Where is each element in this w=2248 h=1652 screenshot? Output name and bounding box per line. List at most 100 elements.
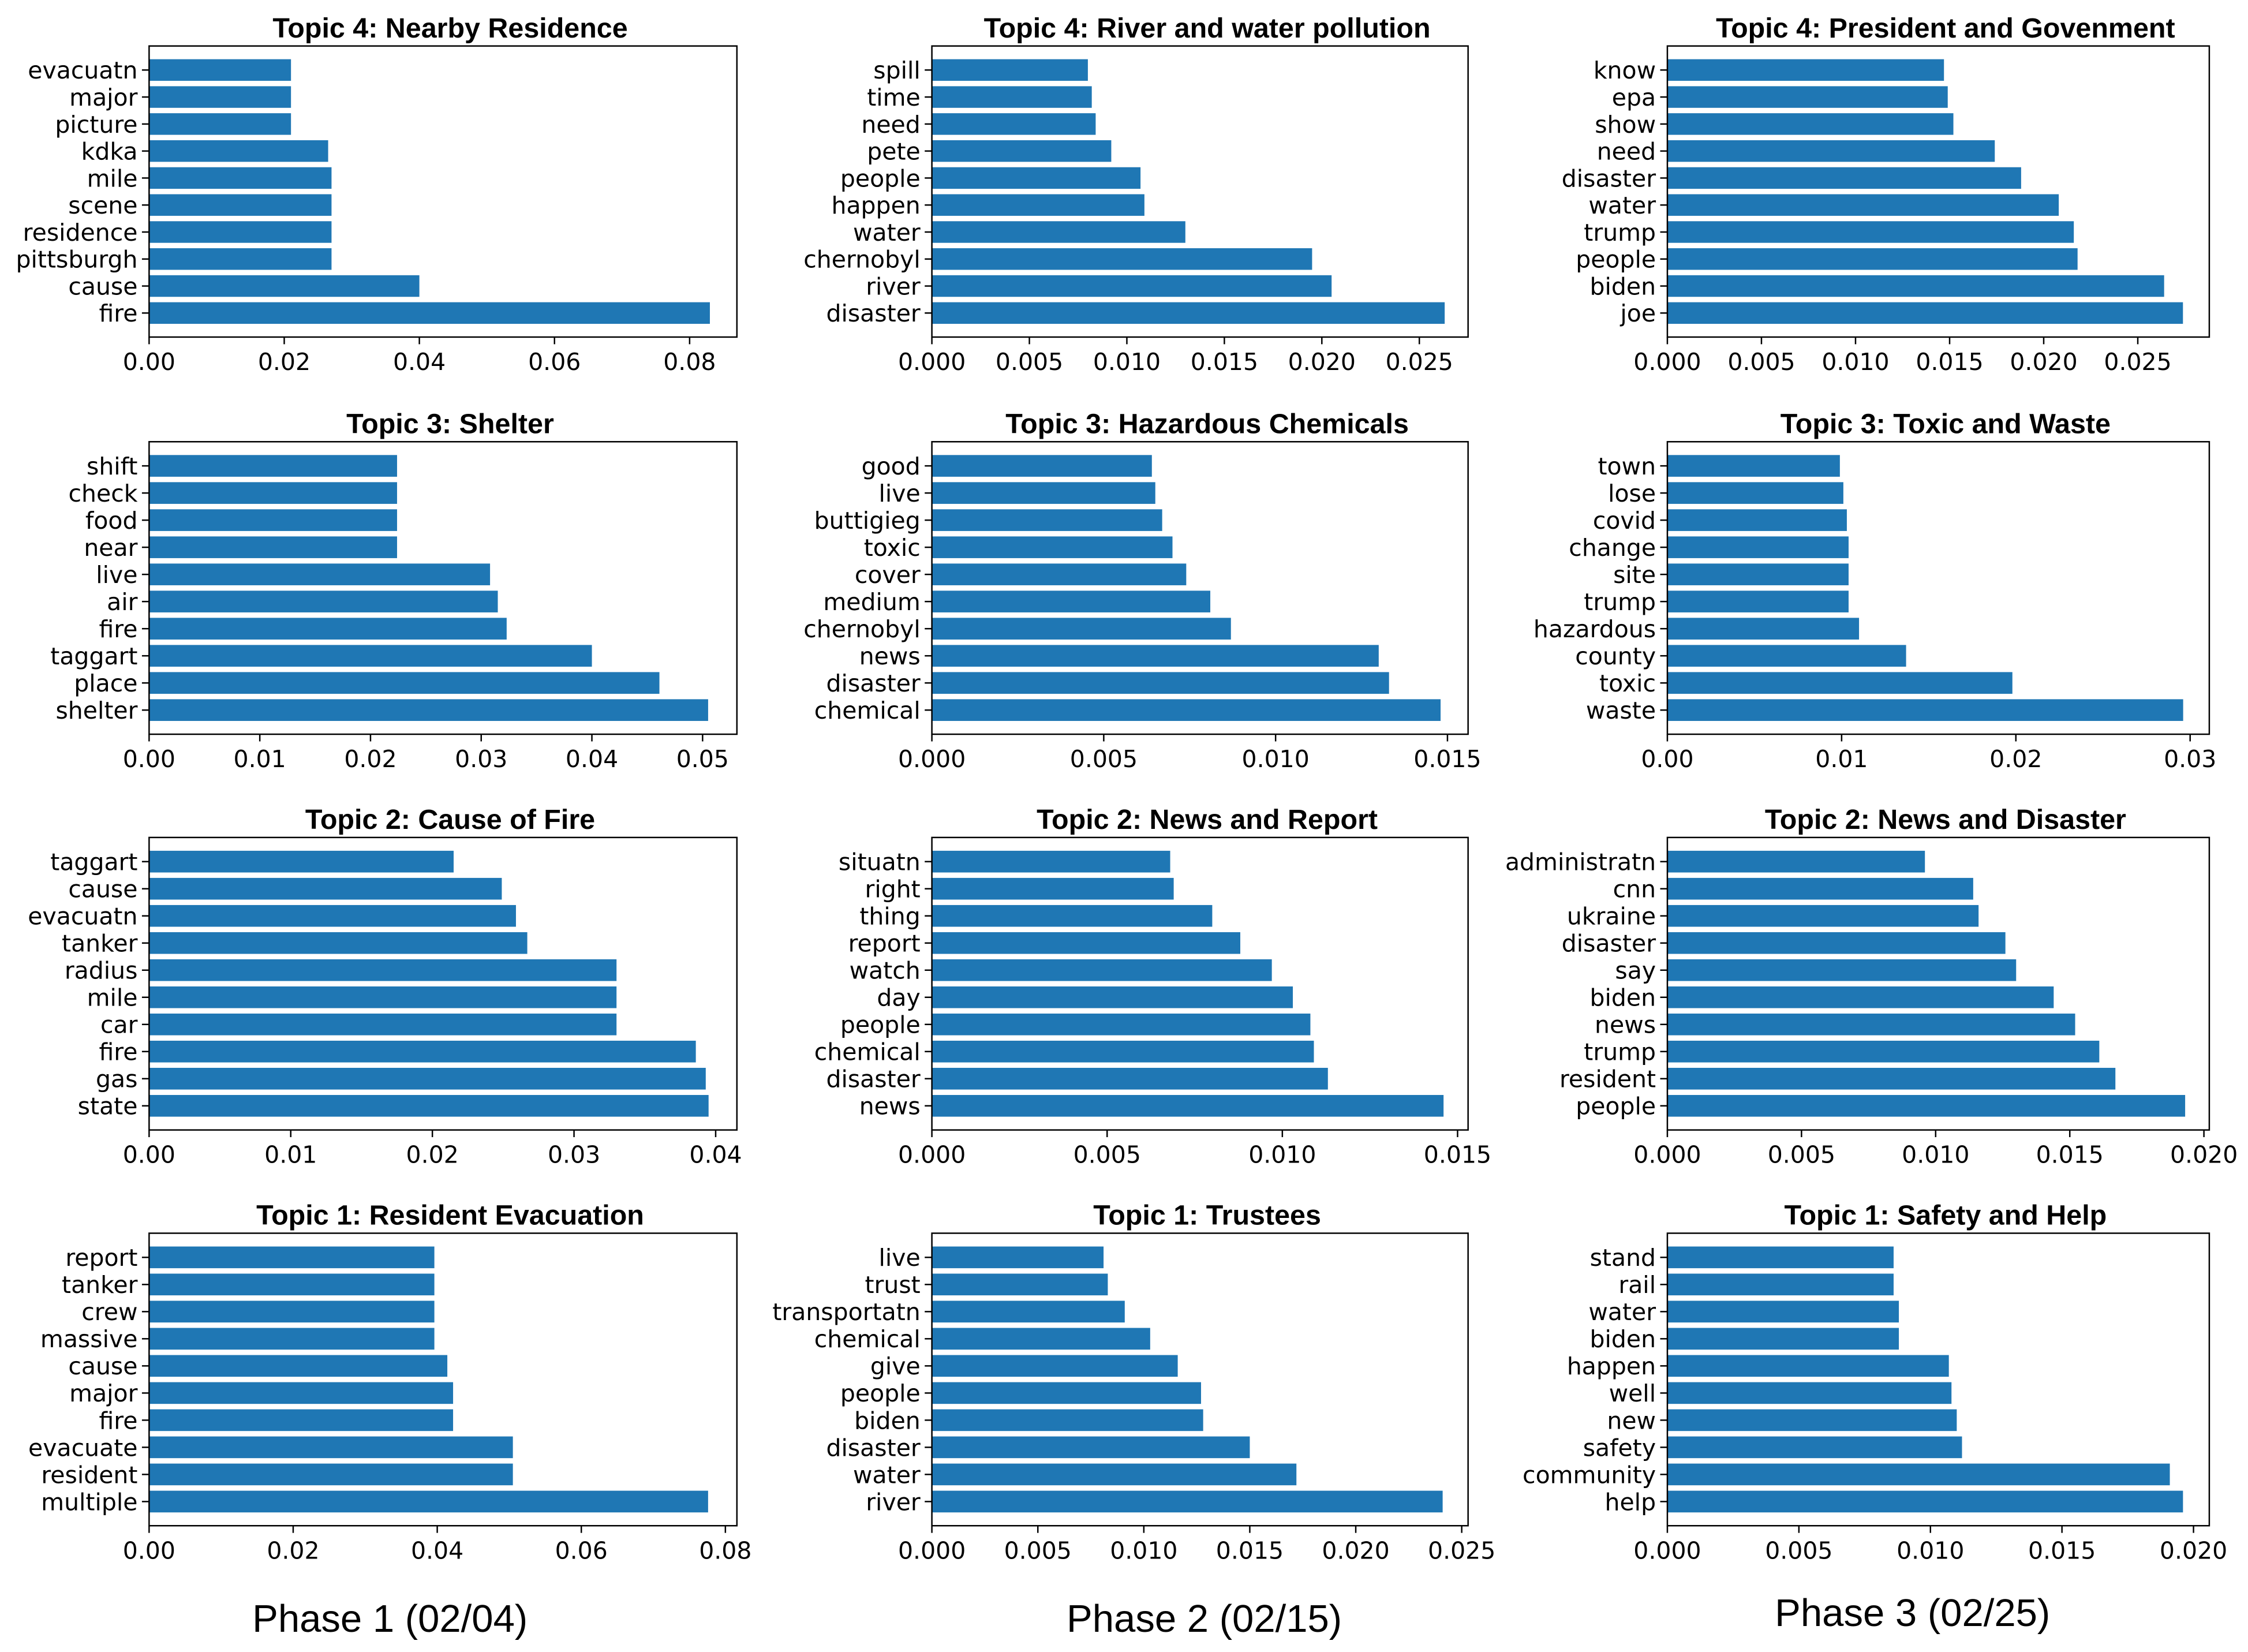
y-tick-label: biden bbox=[1590, 1325, 1656, 1353]
y-tick-label: site bbox=[1613, 561, 1656, 589]
y-tick-label: people bbox=[840, 165, 921, 192]
bar bbox=[932, 877, 1174, 900]
y-tick-label: good bbox=[862, 453, 921, 480]
y-tick-label: trust bbox=[865, 1271, 920, 1299]
bar bbox=[149, 932, 528, 954]
bar bbox=[1667, 1436, 1962, 1459]
y-tick-label: radius bbox=[65, 957, 138, 985]
x-tick-label: 0.06 bbox=[528, 348, 581, 376]
y-tick-label: stand bbox=[1590, 1244, 1656, 1272]
y-tick-label: toxic bbox=[1599, 670, 1656, 697]
chart-title: Topic 4: River and water pollution bbox=[984, 13, 1431, 44]
y-tick-label: administratn bbox=[1505, 849, 1656, 876]
bar bbox=[932, 1094, 1444, 1117]
x-tick-label: 0.025 bbox=[1428, 1537, 1495, 1564]
x-tick-label: 0.005 bbox=[1070, 745, 1138, 773]
bar bbox=[149, 645, 592, 667]
bar bbox=[149, 1436, 513, 1459]
y-tick-label: need bbox=[861, 111, 920, 139]
y-tick-label: covid bbox=[1593, 507, 1656, 535]
x-tick-label: 0.000 bbox=[1633, 1141, 1701, 1169]
y-tick-label: chernobyl bbox=[803, 246, 920, 274]
bar bbox=[932, 482, 1155, 504]
y-tick-label: epa bbox=[1612, 84, 1656, 111]
plot-frame bbox=[931, 441, 1469, 735]
x-tick-label: 0.005 bbox=[996, 348, 1063, 376]
y-tick-label: trump bbox=[1584, 219, 1656, 246]
y-tick-label: gas bbox=[96, 1066, 137, 1093]
bar bbox=[1667, 1246, 1894, 1269]
plot-frame bbox=[931, 1232, 1469, 1527]
y-tick-label: taggart bbox=[50, 642, 137, 670]
x-tick-label: 0.000 bbox=[1633, 1537, 1701, 1564]
phase-label: Phase 2 (02/15) bbox=[1067, 1597, 1342, 1640]
x-tick-label: 0.000 bbox=[898, 348, 966, 376]
x-tick-label: 0.025 bbox=[1386, 348, 1453, 376]
bar bbox=[149, 877, 502, 900]
x-tick-label: 0.010 bbox=[1821, 348, 1889, 376]
y-tick-label: disaster bbox=[826, 300, 920, 327]
x-tick-label: 0.02 bbox=[267, 1537, 319, 1564]
bar bbox=[932, 1300, 1125, 1323]
phase-label: Phase 1 (02/04) bbox=[252, 1597, 528, 1640]
bar bbox=[149, 1463, 513, 1486]
y-tick-label: biden bbox=[1590, 272, 1656, 300]
bar bbox=[1667, 1040, 2100, 1063]
y-tick-label: live bbox=[879, 480, 921, 507]
x-tick-label: 0.00 bbox=[123, 1537, 175, 1564]
y-tick-label: air bbox=[107, 588, 137, 616]
x-tick-label: 0.04 bbox=[393, 348, 446, 376]
plot-frame bbox=[148, 45, 738, 338]
bar bbox=[1667, 959, 2017, 981]
y-tick-label: happen bbox=[1567, 1352, 1656, 1380]
y-tick-label: chemical bbox=[814, 1325, 921, 1353]
bar bbox=[149, 986, 617, 1008]
y-tick-label: report bbox=[848, 930, 921, 958]
y-tick-label: picture bbox=[55, 111, 137, 139]
x-tick-label: 0.015 bbox=[2028, 1537, 2096, 1564]
y-tick-label: cause bbox=[68, 1352, 137, 1380]
y-tick-label: rail bbox=[1618, 1271, 1656, 1299]
x-tick-label: 0.00 bbox=[1641, 745, 1693, 773]
y-tick-label: water bbox=[1588, 192, 1656, 219]
bar bbox=[932, 959, 1272, 981]
bar bbox=[149, 86, 291, 108]
chart-title: Topic 1: Safety and Help bbox=[1784, 1200, 2107, 1231]
y-tick-label: chernobyl bbox=[803, 615, 920, 643]
bar bbox=[1667, 248, 2078, 270]
bar bbox=[932, 1013, 1311, 1036]
bar bbox=[149, 221, 332, 243]
bar bbox=[932, 221, 1185, 243]
x-tick-label: 0.04 bbox=[411, 1537, 463, 1564]
x-tick-label: 0.020 bbox=[2010, 348, 2077, 376]
y-tick-label: medium bbox=[823, 588, 920, 616]
y-tick-label: report bbox=[65, 1244, 137, 1272]
bar bbox=[149, 1328, 435, 1350]
y-tick-label: shift bbox=[87, 453, 137, 480]
bar bbox=[932, 590, 1211, 612]
y-tick-label: chemical bbox=[814, 697, 921, 724]
x-tick-label: 0.01 bbox=[264, 1141, 317, 1169]
y-tick-label: people bbox=[1576, 1093, 1656, 1120]
bar bbox=[149, 618, 507, 640]
y-tick-label: transportatn bbox=[772, 1298, 920, 1326]
bar bbox=[932, 1490, 1443, 1513]
y-tick-label: evacuate bbox=[28, 1434, 137, 1462]
bar bbox=[932, 905, 1213, 927]
bar bbox=[932, 1273, 1108, 1296]
bar bbox=[149, 194, 332, 216]
y-tick-label: pete bbox=[867, 138, 920, 166]
bar bbox=[932, 932, 1240, 954]
x-tick-label: 0.005 bbox=[1073, 1141, 1141, 1169]
y-tick-label: water bbox=[1588, 1298, 1656, 1326]
x-tick-label: 0.04 bbox=[566, 745, 618, 773]
x-tick-label: 0.02 bbox=[406, 1141, 459, 1169]
bar bbox=[149, 590, 498, 612]
y-tick-label: biden bbox=[854, 1407, 921, 1434]
bar bbox=[1667, 1067, 2116, 1090]
y-tick-label: fire bbox=[99, 300, 138, 327]
bar bbox=[1667, 86, 1948, 108]
plot-frame bbox=[148, 1232, 738, 1527]
bar bbox=[932, 1067, 1328, 1090]
y-tick-label: pittsburgh bbox=[16, 246, 138, 274]
